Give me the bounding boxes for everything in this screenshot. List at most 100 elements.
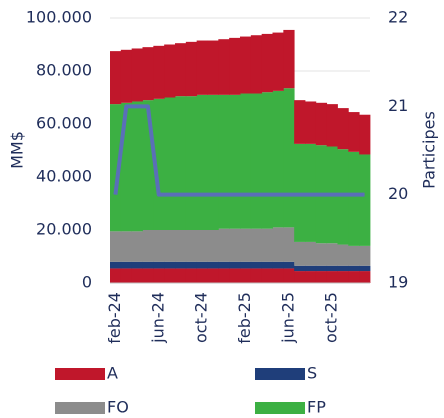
bar-segment — [164, 261, 176, 269]
bar-segment — [142, 230, 154, 262]
bar-segment — [142, 100, 154, 231]
bar-segment — [196, 40, 208, 95]
bar-segment — [153, 261, 165, 269]
y-tick-label: 100.000 — [26, 8, 92, 27]
bar-segment — [283, 88, 295, 228]
bar-segment — [359, 271, 371, 283]
bar-segment — [207, 94, 219, 230]
bar-segment — [315, 243, 328, 266]
bar-segment — [175, 96, 187, 230]
bar-segment — [261, 92, 273, 229]
bar-segment — [359, 154, 371, 246]
bar-segment — [185, 41, 198, 97]
bar-segment — [250, 93, 263, 229]
bar-segment — [207, 40, 219, 95]
bar-segment — [348, 245, 360, 266]
bar-segment — [283, 29, 295, 89]
x-tick-label: oct-24 — [192, 292, 211, 343]
x-tick-label: feb-25 — [235, 292, 254, 344]
bar-segment — [337, 149, 349, 245]
bar-segment — [359, 265, 371, 272]
bar-segment — [142, 268, 154, 283]
bar-segment — [348, 265, 360, 272]
bar-segment — [272, 32, 284, 91]
bar-segment — [185, 268, 198, 283]
legend-label: FO — [107, 398, 129, 417]
bar-segment — [283, 268, 295, 283]
bar-segment — [207, 268, 219, 283]
bar-segment — [261, 268, 273, 283]
bar-segment — [164, 230, 176, 262]
bar-segment — [218, 228, 230, 262]
bar-segment — [315, 271, 328, 283]
bar-segment — [272, 268, 284, 283]
bar-segment — [110, 104, 122, 232]
bar-segment — [315, 102, 328, 146]
bar-segment — [294, 265, 306, 272]
bar-segment — [164, 97, 176, 230]
bar-segment — [337, 265, 349, 272]
line-series — [113, 104, 365, 197]
bar-segment — [110, 51, 122, 105]
bar-segment — [164, 44, 176, 98]
bar-segment — [305, 101, 317, 144]
bar-segment — [359, 114, 371, 155]
legend-swatch — [55, 402, 105, 414]
bar-segment — [261, 33, 273, 93]
y2-axis-label: Participes — [420, 111, 439, 189]
bar-segment — [153, 98, 165, 230]
bar-segment — [283, 261, 295, 269]
bar-segment — [229, 94, 241, 229]
bar-segment — [164, 268, 176, 283]
bar-segment — [240, 228, 252, 262]
bar-segment — [294, 241, 306, 266]
bar-segment — [272, 227, 284, 262]
bar-segment — [110, 261, 122, 269]
x-tick-label: feb-24 — [105, 292, 124, 344]
legend-swatch — [55, 368, 105, 380]
bar-segment — [110, 268, 122, 283]
bar-segment — [272, 90, 284, 228]
bar-segment — [326, 271, 338, 283]
x-tick-label: jun-25 — [278, 292, 297, 344]
y2-tick-label: 22 — [388, 8, 408, 27]
bar-segment — [207, 261, 219, 269]
y-tick-label: 20.000 — [36, 220, 92, 239]
bar-segment — [294, 100, 306, 144]
legend-label: S — [307, 364, 317, 383]
bar-segment — [196, 268, 208, 283]
y2-tick-label: 20 — [388, 184, 408, 203]
bar-segment — [196, 261, 208, 269]
bar-segment — [240, 93, 252, 229]
bar-segment — [315, 265, 328, 272]
bar-segment — [305, 241, 317, 266]
bar-segment — [142, 261, 154, 269]
y-axis-label: MM$ — [8, 131, 27, 169]
y2-tick-label: 19 — [388, 273, 408, 292]
bar-segment — [131, 48, 143, 102]
bar-segment — [294, 271, 306, 283]
bar-segment — [261, 228, 273, 262]
bar-segment — [218, 94, 230, 229]
bar-segment — [153, 230, 165, 262]
bar-segment — [240, 261, 252, 269]
x-tick-label: jun-24 — [148, 292, 167, 344]
bar-segment — [185, 261, 198, 269]
bar-segment — [218, 39, 230, 95]
bar-segment — [110, 231, 122, 262]
bar-segment — [250, 35, 263, 94]
bar-segment — [229, 37, 241, 95]
bar-segment — [120, 231, 133, 262]
bar-segment — [272, 261, 284, 269]
bar-segment — [207, 230, 219, 262]
bar-segment — [175, 268, 187, 283]
bar-segment — [185, 230, 198, 262]
bar-segment — [305, 271, 317, 283]
y-tick-label: 0 — [82, 273, 92, 292]
bar-segment — [175, 261, 187, 269]
y-tick-label: 40.000 — [36, 167, 92, 186]
legend-label: A — [107, 364, 118, 383]
bar-segment — [120, 49, 133, 103]
bar-segment — [196, 230, 208, 262]
bar-segment — [175, 230, 187, 262]
